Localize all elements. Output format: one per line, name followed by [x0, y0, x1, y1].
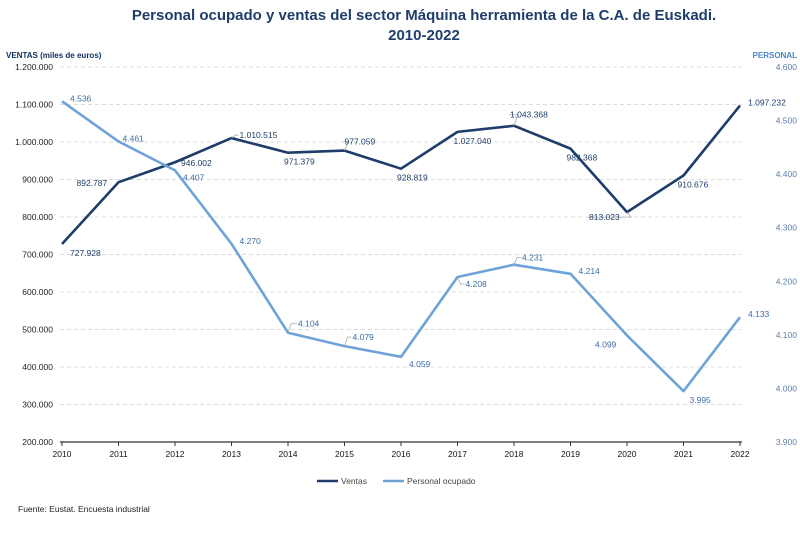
- left-tick-label: 1.100.000: [15, 100, 53, 110]
- personal-label-leader: [344, 336, 352, 347]
- x-tick-label: 2020: [618, 449, 637, 459]
- left-tick-label: 500.000: [22, 325, 53, 335]
- left-axis-label: VENTAS (miles de euros): [6, 51, 102, 60]
- left-tick-label: 200.000: [22, 437, 53, 447]
- ventas-data-label: 982.368: [567, 153, 598, 163]
- x-tick-label: 2018: [505, 449, 524, 459]
- x-tick-label: 2014: [279, 449, 298, 459]
- x-tick-label: 2010: [53, 449, 72, 459]
- left-tick-label: 400.000: [22, 362, 53, 372]
- personal-label-leader: [457, 276, 465, 285]
- ventas-data-label: 1.027.040: [454, 136, 492, 146]
- personal-data-label: 4.059: [409, 359, 431, 369]
- personal-data-label: 4.270: [240, 236, 262, 246]
- personal-data-label: 4.214: [579, 266, 601, 276]
- right-tick-label: 4.100: [776, 330, 798, 340]
- ventas-data-label: 946.002: [181, 158, 212, 168]
- x-axis: 2010 2011 2012 2013 2014 2015 2016 2017 2018 2019…: [53, 441, 750, 459]
- right-tick-label: 4.500: [776, 116, 798, 126]
- ventas-label-leader: [509, 114, 519, 126]
- legend-label-personal: Personal ocupado: [407, 476, 476, 486]
- personal-label-leader: [513, 257, 521, 265]
- personal-data-label: 4.536: [70, 93, 92, 103]
- ventas-data-label: 1.097.232: [748, 98, 786, 108]
- right-tick-label: 4.400: [776, 169, 798, 179]
- legend: Ventas Personal ocupado: [317, 476, 476, 486]
- personal-data-label: 4.208: [466, 279, 488, 289]
- x-tick-label: 2012: [166, 449, 185, 459]
- right-tick-label: 4.200: [776, 276, 798, 286]
- ventas-label-leader: [343, 141, 350, 151]
- left-tick-label: 600.000: [22, 287, 53, 297]
- data-labels: 727.928 892.787 946.002 1.010.515 971.379 977…: [70, 93, 786, 405]
- x-tick-label: 2019: [561, 449, 580, 459]
- x-tick-label: 2011: [109, 449, 128, 459]
- ventas-data-label: 928.819: [397, 173, 428, 183]
- left-tick-label: 700.000: [22, 250, 53, 260]
- right-axis-label: PERSONAL: [753, 51, 798, 60]
- x-tick-label: 2016: [392, 449, 411, 459]
- x-tick-label: 2013: [222, 449, 241, 459]
- ventas-label-leader: [588, 211, 632, 218]
- gridlines: [60, 66, 742, 405]
- personal-data-label: 4.079: [353, 332, 375, 342]
- left-tick-label: 1.200.000: [15, 62, 53, 72]
- right-tick-label: 4.300: [776, 223, 798, 233]
- ventas-data-label: 1.010.515: [240, 130, 278, 140]
- ventas-data-label: 892.787: [77, 178, 108, 188]
- left-axis-ticks: 200.000 300.000 400.000 500.000 600.000 700.0…: [15, 62, 53, 447]
- personal-data-label: 4.133: [748, 309, 770, 319]
- ventas-data-label: 971.379: [284, 157, 315, 167]
- chart-title-line2: 2010-2022: [388, 27, 460, 44]
- ventas-label-leader: [231, 134, 239, 139]
- x-tick-label: 2017: [448, 449, 467, 459]
- ventas-data-label: 1.043.368: [510, 110, 548, 120]
- left-tick-label: 300.000: [22, 400, 53, 410]
- personal-data-label: 4.099: [595, 339, 617, 349]
- personal-data-label: 4.231: [522, 253, 544, 263]
- personal-series: [61, 100, 742, 393]
- x-tick-label: 2022: [731, 449, 750, 459]
- personal-data-label: 4.104: [298, 319, 320, 329]
- ventas-data-label: 727.928: [70, 248, 101, 258]
- personal-data-label: 4.461: [123, 133, 145, 143]
- personal-data-label: 3.995: [690, 395, 712, 405]
- x-tick-label: 2015: [335, 449, 354, 459]
- source-note: Fuente: Eustat. Encuesta industrial: [18, 504, 150, 514]
- right-tick-label: 4.000: [776, 383, 798, 393]
- ventas-data-label: 910.676: [678, 179, 709, 189]
- right-tick-label: 4.600: [776, 62, 798, 72]
- left-tick-label: 800.000: [22, 212, 53, 222]
- personal-data-label: 4.407: [183, 172, 205, 182]
- personal-label-leader: [287, 323, 297, 333]
- left-tick-label: 900.000: [22, 175, 53, 185]
- personal-line: [61, 100, 742, 393]
- right-tick-label: 3.900: [776, 437, 798, 447]
- x-tick-label: 2021: [674, 449, 693, 459]
- ventas-data-label: 813.023: [589, 212, 620, 222]
- right-axis-ticks: 3.900 4.000 4.100 4.200 4.300 4.400 4.500 4.600: [776, 62, 798, 447]
- left-tick-label: 1.000.000: [15, 137, 53, 147]
- ventas-data-label: 977.059: [345, 137, 376, 147]
- chart-title-line1: Personal ocupado y ventas del sector Máq…: [132, 7, 716, 24]
- legend-label-ventas: Ventas: [341, 476, 367, 486]
